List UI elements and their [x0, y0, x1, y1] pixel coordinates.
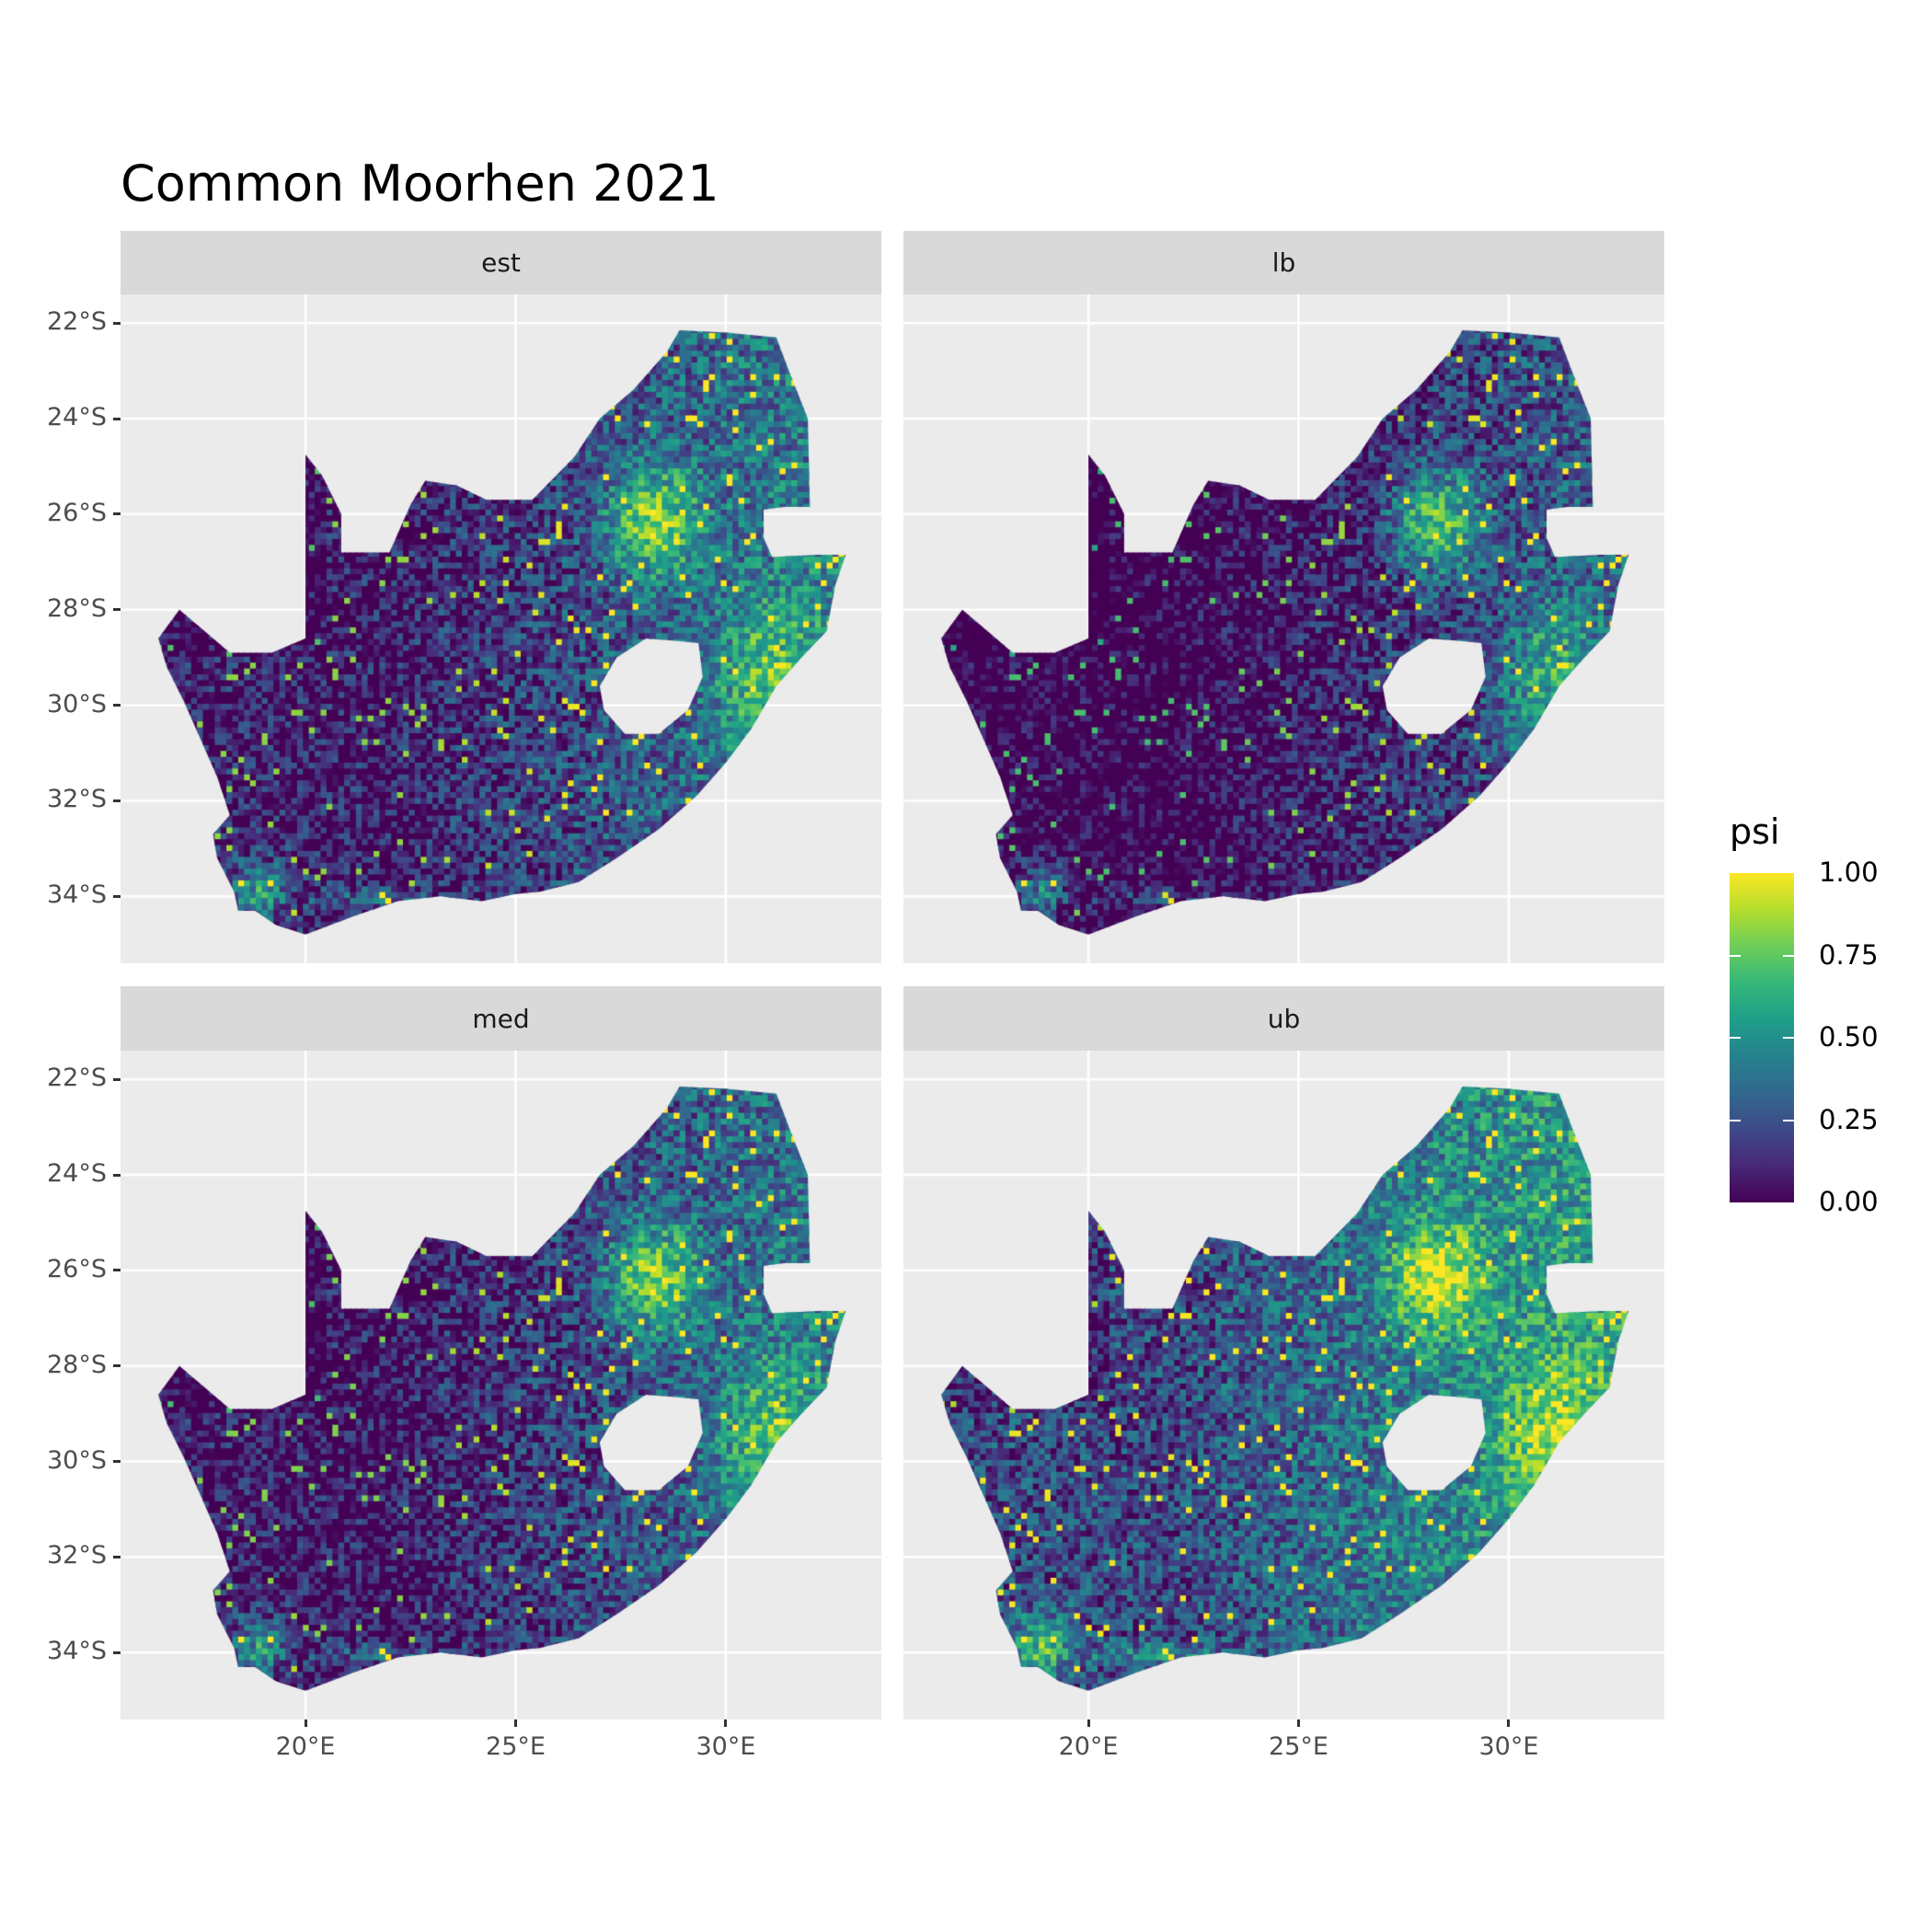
x-tick-mark: [513, 1719, 517, 1727]
facet-panel-ub: [903, 1051, 1664, 1719]
y-tick-mark: [113, 1173, 121, 1177]
x-tick-label: 20°E: [275, 1732, 336, 1761]
legend-title: psi: [1730, 811, 1780, 852]
legend-tick-mark: [1783, 1037, 1794, 1039]
y-tick-label: 28°S: [47, 1350, 107, 1379]
x-tick-mark: [304, 1719, 307, 1727]
x-tick-label: 30°E: [696, 1732, 756, 1761]
heatmap-raster: [121, 1051, 881, 1719]
facet-strip-med: med: [121, 986, 881, 1051]
facet-strip-ub: ub: [903, 986, 1664, 1051]
y-tick-label: 28°S: [47, 593, 107, 623]
y-tick-label: 26°S: [47, 1254, 107, 1283]
y-tick-label: 34°S: [47, 880, 107, 910]
y-tick-mark: [113, 321, 121, 325]
y-tick-label: 26°S: [47, 498, 107, 527]
heatmap-raster: [121, 294, 881, 963]
facet-panel-med: [121, 1051, 881, 1719]
legend-tick-label: 0.25: [1819, 1103, 1879, 1135]
heatmap-raster: [903, 1051, 1664, 1719]
y-tick-mark: [113, 1269, 121, 1272]
y-tick-mark: [113, 894, 121, 898]
x-tick-mark: [1507, 1719, 1511, 1727]
x-tick-mark: [1296, 1719, 1300, 1727]
x-tick-label: 25°E: [486, 1732, 546, 1761]
x-tick-label: 30°E: [1478, 1732, 1539, 1761]
legend-tick-mark: [1730, 1119, 1741, 1121]
facet-strip-est: est: [121, 231, 881, 294]
x-tick-label: 20°E: [1058, 1732, 1119, 1761]
y-tick-mark: [113, 1364, 121, 1368]
x-tick-label: 25°E: [1269, 1732, 1328, 1761]
y-tick-mark: [113, 1460, 121, 1464]
y-tick-mark: [113, 1555, 121, 1558]
x-tick-mark: [724, 1719, 728, 1727]
y-tick-mark: [113, 417, 121, 420]
y-tick-label: 32°S: [47, 785, 107, 814]
y-tick-label: 22°S: [47, 1064, 107, 1093]
y-tick-label: 24°S: [47, 1159, 107, 1188]
y-tick-mark: [113, 512, 121, 516]
legend-tick-mark: [1730, 954, 1741, 957]
facet-strip-lb: lb: [903, 231, 1664, 294]
x-tick-mark: [1087, 1719, 1090, 1727]
legend-tick-mark: [1730, 1037, 1741, 1039]
y-tick-label: 30°S: [47, 1445, 107, 1475]
legend-tick-mark: [1783, 1119, 1794, 1121]
y-tick-mark: [113, 799, 121, 802]
legend-tick-label: 0.75: [1819, 938, 1879, 971]
facet-panel-lb: [903, 294, 1664, 963]
y-tick-label: 24°S: [47, 403, 107, 431]
legend-tick-label: 0.00: [1819, 1186, 1879, 1217]
y-tick-mark: [113, 1077, 121, 1081]
legend-tick-label: 1.00: [1819, 857, 1879, 888]
facet-panel-est: [121, 294, 881, 963]
y-tick-mark: [113, 704, 121, 707]
y-tick-label: 34°S: [47, 1637, 107, 1666]
y-tick-label: 30°S: [47, 689, 107, 719]
y-tick-label: 32°S: [47, 1541, 107, 1570]
y-tick-mark: [113, 1650, 121, 1654]
y-tick-label: 22°S: [47, 307, 107, 337]
legend-tick-label: 0.50: [1819, 1021, 1879, 1052]
legend-tick-mark: [1783, 954, 1794, 957]
heatmap-raster: [903, 294, 1664, 963]
y-tick-mark: [113, 608, 121, 612]
chart-title: Common Moorhen 2021: [121, 155, 719, 213]
